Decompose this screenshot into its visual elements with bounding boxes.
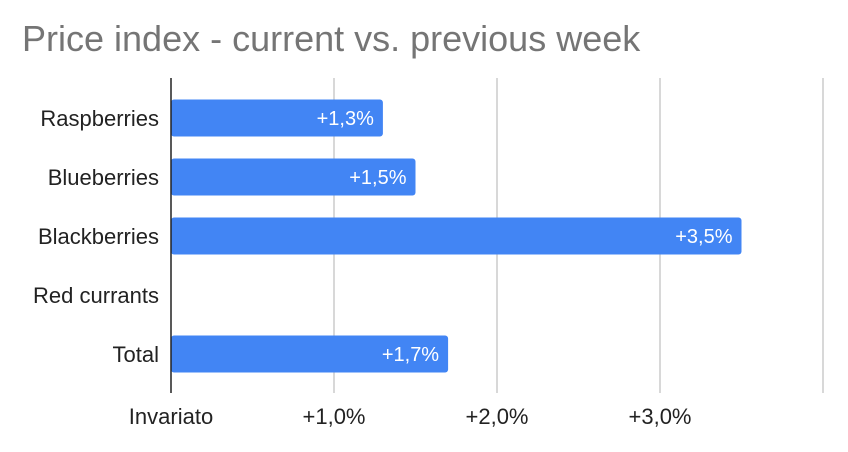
- bar: [171, 158, 416, 196]
- labels: Invariato +1,0% +2,0% +3,0% Raspberries +1,3%…: [33, 106, 733, 429]
- bar: [171, 335, 449, 373]
- category-label: Raspberries: [40, 106, 159, 131]
- category-label: Blackberries: [38, 224, 159, 249]
- data-label: +1,3%: [317, 108, 374, 130]
- data-label: +1,5%: [349, 167, 406, 189]
- x-tick-label: +1,0%: [303, 404, 366, 429]
- x-tick-label: +3,0%: [629, 404, 692, 429]
- bar: [171, 217, 742, 255]
- bar: [171, 99, 383, 137]
- x-tick-label: Invariato: [129, 404, 213, 429]
- x-tick-label: +2,0%: [466, 404, 529, 429]
- category-label: Red currants: [33, 283, 159, 308]
- bars: [171, 99, 742, 373]
- data-label: +3,5%: [675, 226, 732, 248]
- category-label: Blueberries: [48, 165, 159, 190]
- chart-title: Price index - current vs. previous week: [22, 18, 641, 59]
- category-label: Total: [113, 342, 159, 367]
- data-label: +1,7%: [382, 344, 439, 366]
